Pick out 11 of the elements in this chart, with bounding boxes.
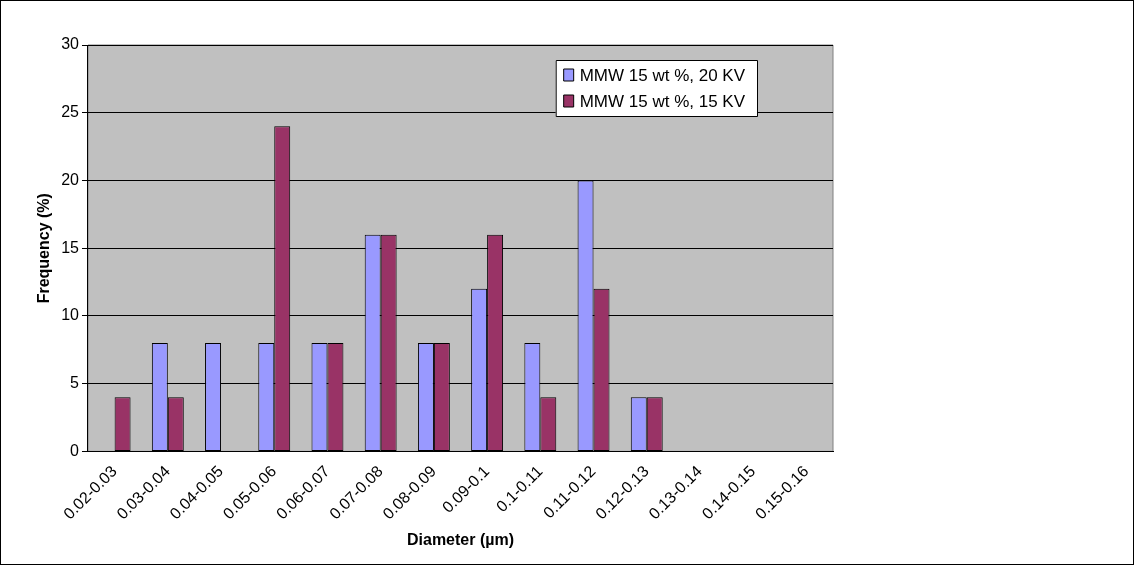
y-tick-label: 20 [61,170,80,188]
legend-label: MMW 15 wt %, 15 KV [579,91,746,111]
y-tick-label: 15 [61,238,80,256]
y-tick-label: 0 [70,441,80,459]
x-axis-title: Diameter (µm) [406,530,515,548]
y-axis-title: Frequency (%) [35,193,53,304]
y-tick-label: 30 [61,35,80,53]
y-tick-label: 5 [70,374,80,392]
legend-label: MMW 15 wt %, 20 KV [579,65,746,85]
y-tick-label: 10 [61,306,80,324]
y-tick-label: 25 [61,103,80,121]
